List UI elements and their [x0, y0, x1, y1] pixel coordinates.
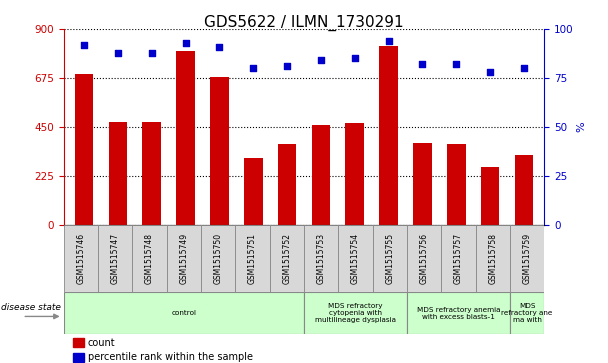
Text: MDS refractory anemia
with excess blasts-1: MDS refractory anemia with excess blasts…: [416, 307, 500, 319]
Point: [485, 69, 495, 75]
Bar: [142, 122, 161, 225]
Bar: [109, 122, 127, 225]
FancyBboxPatch shape: [64, 225, 98, 292]
Point: [147, 50, 157, 56]
FancyBboxPatch shape: [270, 225, 304, 292]
Text: GSM1515754: GSM1515754: [351, 233, 360, 284]
Point: [215, 44, 224, 50]
Point: [519, 65, 529, 71]
Bar: [74, 353, 84, 362]
Text: GSM1515755: GSM1515755: [385, 233, 394, 284]
Text: GSM1515751: GSM1515751: [248, 233, 257, 284]
Text: disease state: disease state: [1, 303, 61, 312]
Bar: [244, 158, 263, 225]
Y-axis label: %: %: [576, 122, 586, 132]
FancyBboxPatch shape: [201, 225, 235, 292]
FancyBboxPatch shape: [441, 225, 475, 292]
Bar: [210, 77, 229, 225]
FancyBboxPatch shape: [510, 292, 544, 334]
Bar: [312, 125, 330, 225]
Point: [451, 61, 461, 67]
FancyBboxPatch shape: [373, 225, 407, 292]
Point: [418, 61, 427, 67]
FancyBboxPatch shape: [167, 225, 201, 292]
Text: GDS5622 / ILMN_1730291: GDS5622 / ILMN_1730291: [204, 15, 404, 31]
Bar: [481, 167, 499, 225]
Text: GSM1515758: GSM1515758: [488, 233, 497, 284]
FancyBboxPatch shape: [407, 225, 441, 292]
Point: [79, 42, 89, 48]
Bar: [447, 144, 466, 225]
Bar: [278, 144, 296, 225]
Text: GSM1515746: GSM1515746: [77, 233, 86, 284]
Text: MDS refractory
cytopenia with
multilineage dysplasia: MDS refractory cytopenia with multilinea…: [315, 303, 396, 323]
Text: GSM1515759: GSM1515759: [522, 233, 531, 284]
Bar: [413, 143, 432, 225]
Point: [282, 64, 292, 69]
Text: GSM1515748: GSM1515748: [145, 233, 154, 284]
Text: GSM1515756: GSM1515756: [420, 233, 429, 284]
Point: [113, 50, 123, 56]
FancyBboxPatch shape: [475, 225, 510, 292]
Text: GSM1515757: GSM1515757: [454, 233, 463, 284]
Text: GSM1515750: GSM1515750: [214, 233, 223, 284]
FancyBboxPatch shape: [510, 225, 544, 292]
FancyBboxPatch shape: [98, 225, 133, 292]
Point: [181, 40, 190, 46]
Bar: [75, 74, 94, 225]
FancyBboxPatch shape: [235, 225, 270, 292]
Text: control: control: [171, 310, 196, 316]
FancyBboxPatch shape: [304, 292, 407, 334]
FancyBboxPatch shape: [338, 225, 373, 292]
Bar: [514, 155, 533, 225]
Text: GSM1515752: GSM1515752: [282, 233, 291, 284]
Text: percentile rank within the sample: percentile rank within the sample: [88, 352, 253, 362]
FancyBboxPatch shape: [133, 225, 167, 292]
FancyBboxPatch shape: [64, 292, 304, 334]
Bar: [176, 51, 195, 225]
FancyBboxPatch shape: [304, 225, 338, 292]
Text: GSM1515749: GSM1515749: [179, 233, 188, 284]
Point: [249, 65, 258, 71]
Point: [350, 56, 359, 61]
Text: GSM1515753: GSM1515753: [317, 233, 326, 284]
FancyBboxPatch shape: [407, 292, 510, 334]
Bar: [74, 338, 84, 347]
Text: MDS
refractory ane
ma with: MDS refractory ane ma with: [502, 303, 553, 323]
Text: count: count: [88, 338, 116, 348]
Point: [384, 38, 393, 44]
Text: GSM1515747: GSM1515747: [111, 233, 120, 284]
Point: [316, 57, 326, 63]
Bar: [345, 123, 364, 225]
Bar: [379, 46, 398, 225]
